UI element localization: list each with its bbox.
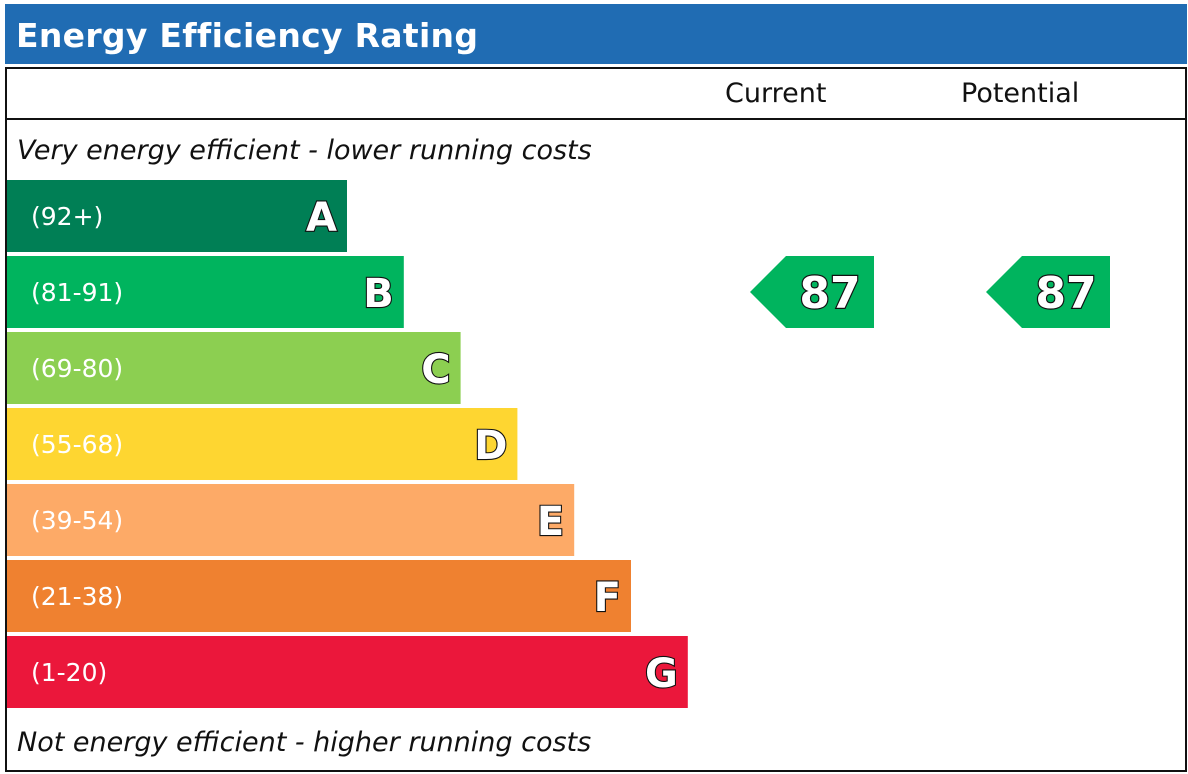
band-range-d: (55-68) xyxy=(31,430,123,459)
band-e: (39-54) E xyxy=(7,484,575,556)
potential-rating-arrow: 87 xyxy=(986,256,1110,328)
band-letter-c: C xyxy=(421,347,450,393)
chart-frame xyxy=(5,67,1187,772)
potential-arrow-shape xyxy=(986,256,1110,328)
band-a: (92+) A xyxy=(7,180,347,252)
band-range-f: (21-38) xyxy=(31,582,123,611)
header-divider xyxy=(5,118,1187,120)
band-range-c: (69-80) xyxy=(31,354,123,383)
current-rating-value: 87 xyxy=(799,268,860,319)
band-bar-g xyxy=(7,636,688,708)
band-bar-d xyxy=(7,408,518,480)
bottom-caption: Not energy efficient - higher running co… xyxy=(17,727,592,758)
band-b: (81-91) B xyxy=(7,256,404,328)
band-bar-e xyxy=(7,484,575,556)
band-f: (21-38) F xyxy=(7,560,631,632)
band-bar-c xyxy=(7,332,461,404)
band-range-e: (39-54) xyxy=(31,506,123,535)
band-bar-a xyxy=(7,180,347,252)
potential-column-header: Potential xyxy=(961,78,1080,109)
current-arrow-shape xyxy=(750,256,874,328)
title-bar: Energy Efficiency Rating xyxy=(5,4,1187,64)
band-letter-d: D xyxy=(474,423,507,469)
potential-rating-value: 87 xyxy=(1035,268,1096,319)
band-letter-g: G xyxy=(645,651,678,697)
band-g: (1-20) G xyxy=(7,636,688,708)
chart-title: Energy Efficiency Rating xyxy=(16,16,479,55)
band-c: (69-80) C xyxy=(7,332,461,404)
band-range-g: (1-20) xyxy=(31,658,107,687)
band-letter-f: F xyxy=(594,575,621,621)
band-bar-f xyxy=(7,560,631,632)
band-letter-e: E xyxy=(537,499,564,545)
band-range-b: (81-91) xyxy=(31,278,123,307)
band-letter-b: B xyxy=(363,271,394,317)
band-letter-a: A xyxy=(306,195,337,241)
top-caption: Very energy efficient - lower running co… xyxy=(17,135,592,166)
band-bar-b xyxy=(7,256,404,328)
current-rating-arrow: 87 xyxy=(750,256,874,328)
band-range-a: (92+) xyxy=(31,202,103,231)
current-column-header: Current xyxy=(725,78,827,109)
band-d: (55-68) D xyxy=(7,408,518,480)
